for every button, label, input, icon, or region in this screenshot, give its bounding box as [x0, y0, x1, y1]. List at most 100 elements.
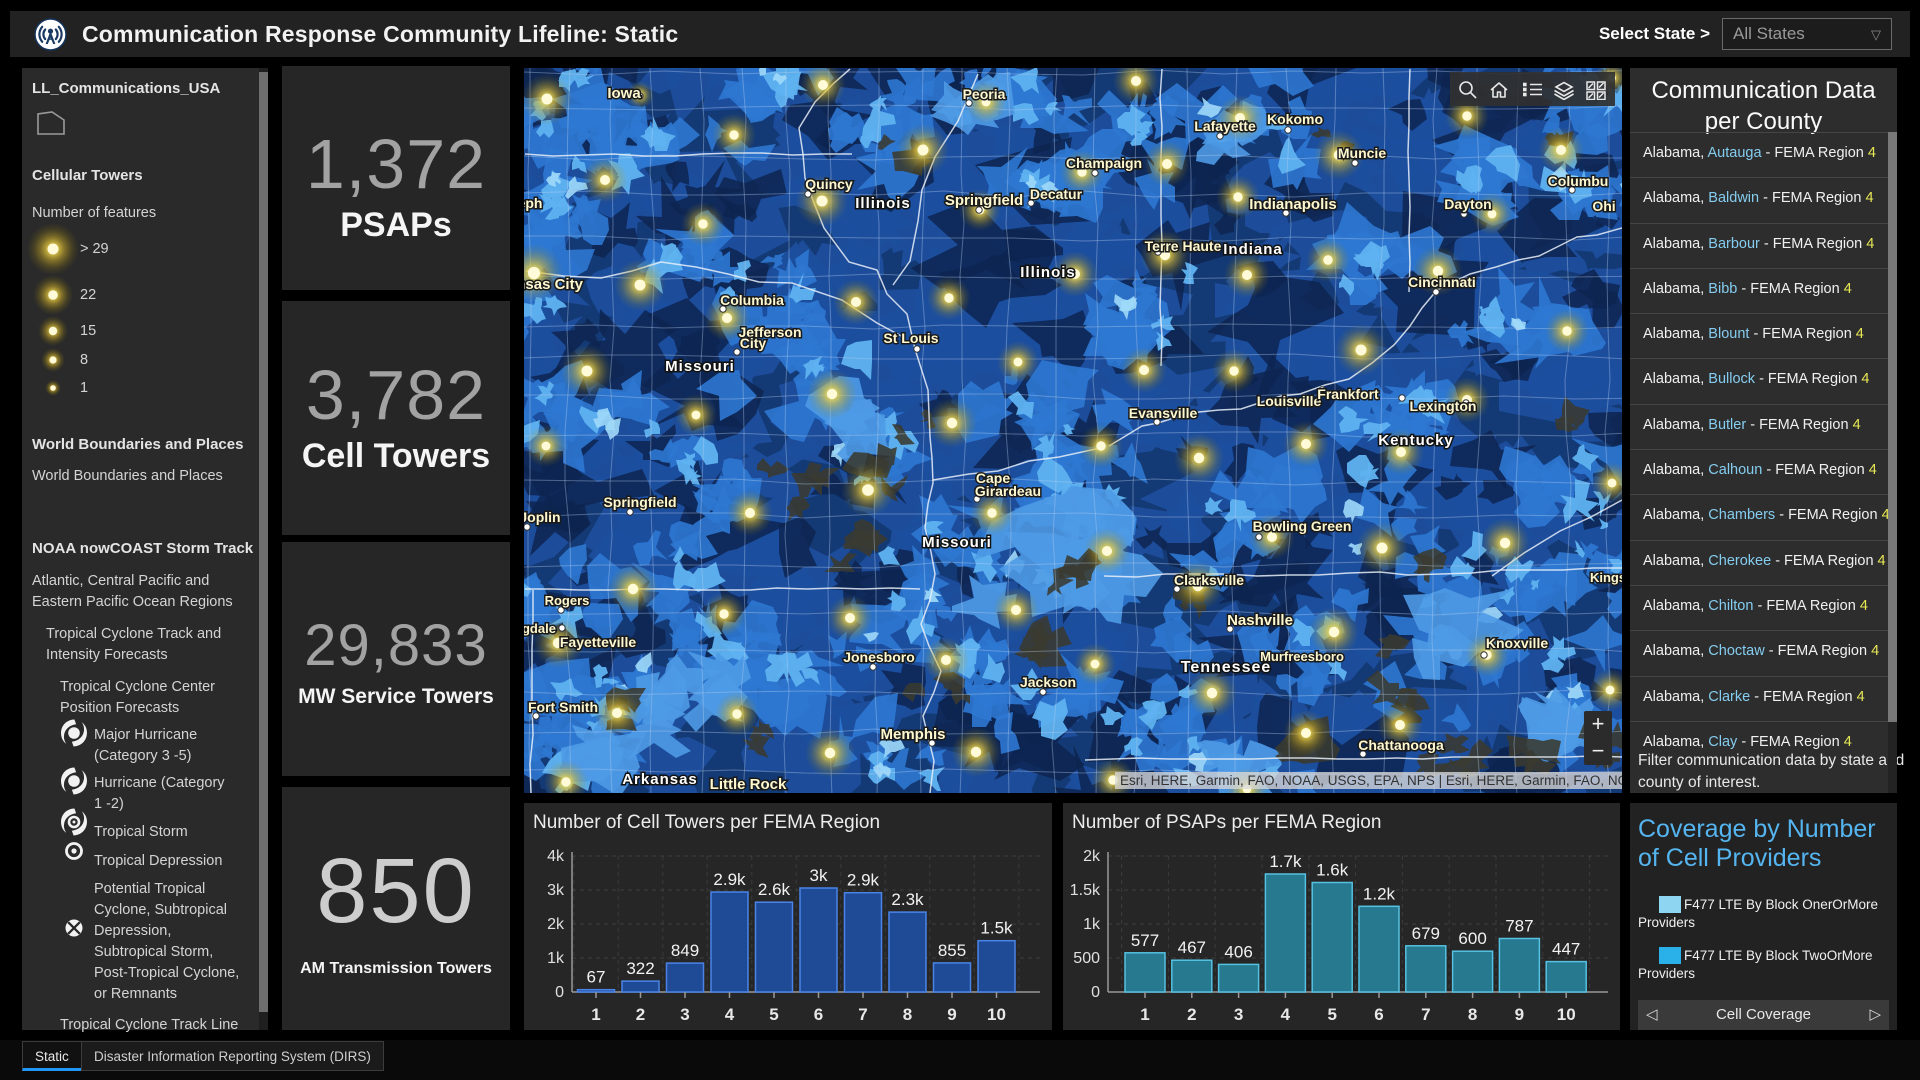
svg-text:7: 7	[1421, 1005, 1430, 1024]
svg-text:ngdale: ngdale	[524, 621, 556, 636]
svg-text:6: 6	[1374, 1005, 1383, 1024]
svg-text:2.9k: 2.9k	[847, 871, 880, 890]
svg-text:Louisville: Louisville	[1257, 393, 1322, 409]
svg-text:2: 2	[1187, 1005, 1196, 1024]
svg-text:2.3k: 2.3k	[891, 890, 924, 909]
svg-text:Kingsp: Kingsp	[1590, 570, 1622, 585]
svg-text:10: 10	[987, 1005, 1006, 1024]
svg-text:Kentucky: Kentucky	[1378, 432, 1454, 449]
svg-text:8: 8	[1468, 1005, 1477, 1024]
svg-text:1k: 1k	[547, 950, 565, 967]
svg-text:4: 4	[1281, 1005, 1291, 1024]
svg-text:Jefferson: Jefferson	[738, 324, 801, 340]
svg-text:2.6k: 2.6k	[758, 880, 791, 899]
svg-text:447: 447	[1552, 940, 1580, 959]
svg-text:577: 577	[1131, 931, 1159, 950]
svg-text:Knoxville: Knoxville	[1486, 635, 1548, 651]
svg-text:Clarksville: Clarksville	[1174, 572, 1244, 588]
svg-text:Lexington: Lexington	[1410, 398, 1477, 414]
svg-text:2: 2	[636, 1005, 645, 1024]
svg-text:Cape: Cape	[976, 470, 1010, 486]
svg-text:Muncie: Muncie	[1338, 145, 1386, 161]
svg-text:9: 9	[947, 1005, 956, 1024]
svg-text:City: City	[740, 335, 767, 351]
svg-text:3: 3	[680, 1005, 689, 1024]
svg-text:8: 8	[903, 1005, 912, 1024]
svg-text:Nashville: Nashville	[1227, 612, 1293, 629]
svg-text:Missouri: Missouri	[922, 534, 992, 551]
svg-text:St Louis: St Louis	[883, 330, 938, 346]
svg-text:787: 787	[1505, 917, 1533, 936]
svg-text:Springfield: Springfield	[603, 494, 676, 510]
svg-text:1: 1	[1140, 1005, 1149, 1024]
svg-text:Joplin: Joplin	[524, 509, 561, 525]
svg-text:9: 9	[1515, 1005, 1524, 1024]
svg-text:Chattanooga: Chattanooga	[1358, 737, 1444, 753]
svg-text:6: 6	[814, 1005, 823, 1024]
svg-text:855: 855	[938, 941, 966, 960]
svg-text:Indiana: Indiana	[1223, 241, 1283, 258]
svg-text:4: 4	[725, 1005, 735, 1024]
svg-text:2k: 2k	[547, 916, 565, 933]
svg-text:849: 849	[671, 941, 699, 960]
svg-text:1: 1	[591, 1005, 600, 1024]
svg-text:Indianapolis: Indianapolis	[1249, 196, 1337, 213]
svg-text:Girardeau: Girardeau	[975, 483, 1041, 499]
svg-text:Springfield: Springfield	[945, 192, 1023, 209]
svg-text:1.5k: 1.5k	[980, 919, 1013, 938]
svg-text:Arkansas: Arkansas	[622, 771, 698, 788]
svg-text:1.5k: 1.5k	[1070, 882, 1101, 899]
svg-text:Fort Smith: Fort Smith	[528, 699, 598, 715]
svg-text:1.6k: 1.6k	[1316, 861, 1349, 880]
svg-text:Decatur: Decatur	[1030, 186, 1083, 202]
svg-text:Quincy: Quincy	[805, 176, 853, 192]
svg-text:Memphis: Memphis	[880, 726, 945, 743]
svg-text:322: 322	[626, 959, 654, 978]
svg-text:679: 679	[1412, 924, 1440, 943]
svg-text:10: 10	[1557, 1005, 1576, 1024]
svg-text:7: 7	[858, 1005, 867, 1024]
svg-text:0: 0	[1091, 984, 1100, 1001]
svg-text:Champaign: Champaign	[1066, 155, 1142, 171]
svg-text:3k: 3k	[810, 866, 828, 885]
svg-text:Jonesboro: Jonesboro	[843, 649, 915, 665]
svg-text:Evansville: Evansville	[1129, 405, 1198, 421]
svg-text:67: 67	[587, 968, 606, 987]
svg-text:eph: eph	[524, 195, 542, 211]
svg-text:Fayetteville: Fayetteville	[560, 634, 636, 650]
svg-text:Little Rock: Little Rock	[710, 776, 787, 793]
svg-text:Lafayette: Lafayette	[1194, 118, 1256, 134]
svg-text:Bowling Green: Bowling Green	[1253, 518, 1352, 534]
svg-text:Peoria: Peoria	[963, 86, 1006, 102]
svg-text:2.9k: 2.9k	[713, 870, 746, 889]
svg-text:Illinois: Illinois	[1020, 264, 1076, 281]
svg-text:500: 500	[1073, 950, 1100, 967]
svg-text:467: 467	[1178, 938, 1206, 957]
svg-text:Terre Haute: Terre Haute	[1145, 238, 1222, 254]
svg-text:1k: 1k	[1083, 916, 1101, 933]
svg-text:Missouri: Missouri	[665, 358, 735, 375]
svg-text:0: 0	[555, 984, 564, 1001]
svg-text:Columbia: Columbia	[720, 292, 784, 308]
svg-text:Cincinnati: Cincinnati	[1408, 274, 1476, 290]
svg-text:Iowa: Iowa	[607, 85, 641, 102]
svg-text:4k: 4k	[547, 848, 565, 865]
svg-text:1.2k: 1.2k	[1363, 884, 1396, 903]
svg-text:600: 600	[1458, 929, 1486, 948]
svg-text:Rogers: Rogers	[545, 593, 590, 608]
svg-text:Dayton: Dayton	[1444, 196, 1491, 212]
svg-text:Illinois: Illinois	[855, 195, 911, 212]
svg-text:3: 3	[1234, 1005, 1243, 1024]
svg-text:5: 5	[1327, 1005, 1336, 1024]
svg-text:1.7k: 1.7k	[1269, 852, 1302, 871]
svg-text:Kansas City: Kansas City	[524, 276, 584, 293]
svg-text:406: 406	[1224, 942, 1252, 961]
svg-text:Jackson: Jackson	[1020, 674, 1076, 690]
svg-text:Murfreesboro: Murfreesboro	[1260, 649, 1344, 664]
svg-text:Frankfort: Frankfort	[1317, 386, 1379, 402]
svg-text:Columbu: Columbu	[1548, 173, 1609, 189]
svg-text:3k: 3k	[547, 882, 565, 899]
svg-text:5: 5	[769, 1005, 778, 1024]
svg-text:Ohi: Ohi	[1592, 198, 1615, 214]
svg-text:Kokomo: Kokomo	[1267, 111, 1323, 127]
